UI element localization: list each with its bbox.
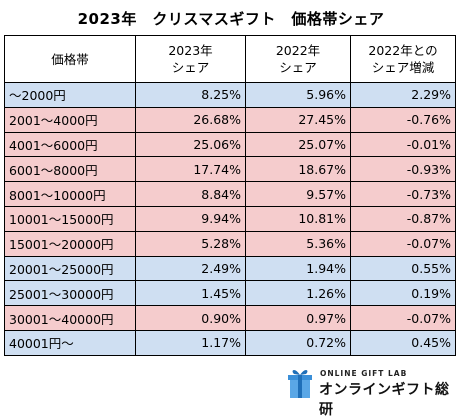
table-header-row: 価格帯 2023年 シェア 2022年 シェア 2022年との シェア増減 [4,35,456,83]
price-band-cell: 10001〜15000円 [4,205,136,232]
header-2022-share: 2022年 シェア [245,35,351,83]
table-row: 15001〜20000円 5.28% 5.36% -0.07% [4,230,456,257]
table-row: 25001〜30000円 1.45% 1.26% 0.19% [4,280,456,307]
share-2022-cell: 1.26% [245,280,351,307]
share-2022-cell: 1.94% [245,255,351,282]
price-band-cell: 4001〜6000円 [4,131,136,158]
share-2023-cell: 17.74% [135,156,246,183]
share-2022-cell: 18.67% [245,156,351,183]
table-row: 4001〜6000円 25.06% 25.07% -0.01% [4,131,456,158]
share-change-cell: -0.87% [350,205,456,232]
header-price-band: 価格帯 [4,35,136,83]
price-band-cell: 〜2000円 [4,82,136,108]
share-2022-cell: 5.36% [245,230,351,257]
table-row: 8001〜10000円 8.84% 9.57% -0.73% [4,181,456,207]
header-share-change: 2022年との シェア増減 [350,35,456,83]
share-2023-cell: 5.28% [135,230,246,257]
share-2023-cell: 0.90% [135,305,246,331]
share-change-cell: 0.19% [350,280,456,307]
share-2023-cell: 1.45% [135,280,246,307]
share-2022-cell: 25.07% [245,131,351,158]
price-band-cell: 40001円〜 [4,329,136,356]
share-2023-cell: 1.17% [135,329,246,356]
share-change-cell: -0.07% [350,230,456,257]
share-2023-cell: 26.68% [135,106,246,133]
table-row: 〜2000円 8.25% 5.96% 2.29% [4,82,456,108]
table-row: 6001〜8000円 17.74% 18.67% -0.93% [4,156,456,183]
share-change-cell: 0.45% [350,329,456,356]
price-band-cell: 25001〜30000円 [4,280,136,307]
share-change-cell: -0.76% [350,106,456,133]
share-2023-cell: 2.49% [135,255,246,282]
price-band-cell: 2001〜4000円 [4,106,136,133]
share-2022-cell: 0.72% [245,329,351,356]
table-row: 20001〜25000円 2.49% 1.94% 0.55% [4,255,456,282]
table-row: 10001〜15000円 9.94% 10.81% -0.87% [4,205,456,232]
share-2022-cell: 5.96% [245,82,351,108]
share-change-cell: -0.07% [350,305,456,331]
logo-small-text: ONLINE GIFT LAB [320,369,408,378]
price-band-cell: 8001〜10000円 [4,181,136,207]
share-2022-cell: 9.57% [245,181,351,207]
share-change-cell: -0.73% [350,181,456,207]
share-2023-cell: 8.84% [135,181,246,207]
price-band-cell: 30001〜40000円 [4,305,136,331]
header-2023-share: 2023年 シェア [135,35,246,83]
share-change-cell: -0.01% [350,131,456,158]
price-band-cell: 20001〜25000円 [4,255,136,282]
price-band-share-table: 価格帯 2023年 シェア 2022年 シェア 2022年との シェア増減 〜2… [4,35,456,356]
share-change-cell: 2.29% [350,82,456,108]
price-band-cell: 6001〜8000円 [4,156,136,183]
table-row: 2001〜4000円 26.68% 27.45% -0.76% [4,106,456,133]
share-change-cell: 0.55% [350,255,456,282]
price-band-cell: 15001〜20000円 [4,230,136,257]
share-2023-cell: 8.25% [135,82,246,108]
share-2023-cell: 25.06% [135,131,246,158]
share-change-cell: -0.93% [350,156,456,183]
page-title: 2023年 クリスマスギフト 価格帯シェア [77,10,385,28]
gift-box-icon [288,369,312,398]
share-2023-cell: 9.94% [135,205,246,232]
table-row: 40001円〜 1.17% 0.72% 0.45% [4,329,456,356]
logo-big-text: オンラインギフト総研 [319,382,450,418]
share-2022-cell: 0.97% [245,305,351,331]
online-gift-lab-logo: ONLINE GIFT LAB オンラインギフト総研 [287,365,457,418]
share-2022-cell: 27.45% [245,106,351,133]
share-2022-cell: 10.81% [245,205,351,232]
table-row: 30001〜40000円 0.90% 0.97% -0.07% [4,305,456,331]
